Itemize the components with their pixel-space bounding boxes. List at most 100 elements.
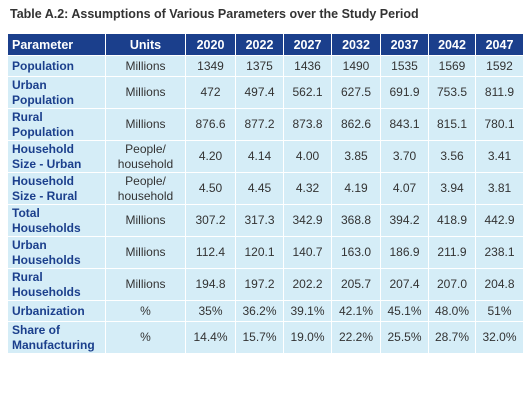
cell-2032: 42.1% <box>331 300 381 322</box>
table-row: Rural Population Millions 876.6 877.2 87… <box>7 108 524 141</box>
cell-2027: 202.2 <box>283 268 332 301</box>
cell-2037: 394.2 <box>380 204 429 237</box>
cell-2022: 4.45 <box>235 172 284 205</box>
cell-2022: 1375 <box>235 55 284 77</box>
table-row: Population Millions 1349 1375 1436 1490 … <box>7 55 524 77</box>
cell-2042: 48.0% <box>428 300 476 322</box>
cell-2020: 1349 <box>185 55 236 77</box>
cell-2042: 753.5 <box>428 76 476 109</box>
cell-2047: 238.1 <box>475 236 524 269</box>
cell-2020: 35% <box>185 300 236 322</box>
cell-2032: 368.8 <box>331 204 381 237</box>
cell-2022: 4.14 <box>235 140 284 173</box>
cell-2032: 205.7 <box>331 268 381 301</box>
cell-2047: 442.9 <box>475 204 524 237</box>
row-units: Millions <box>105 268 186 301</box>
cell-2037: 45.1% <box>380 300 429 322</box>
cell-2042: 211.9 <box>428 236 476 269</box>
cell-2020: 307.2 <box>185 204 236 237</box>
cell-2047: 3.81 <box>475 172 524 205</box>
cell-2032: 4.19 <box>331 172 381 205</box>
row-parameter: Urban Population <box>7 76 106 109</box>
cell-2037: 4.07 <box>380 172 429 205</box>
row-units: People/ household <box>105 172 186 205</box>
column-header-2022: 2022 <box>235 33 284 56</box>
cell-2027: 140.7 <box>283 236 332 269</box>
row-units: Millions <box>105 204 186 237</box>
cell-2020: 194.8 <box>185 268 236 301</box>
cell-2037: 1535 <box>380 55 429 77</box>
cell-2037: 186.9 <box>380 236 429 269</box>
cell-2047: 780.1 <box>475 108 524 141</box>
cell-2037: 691.9 <box>380 76 429 109</box>
column-header-units: Units <box>105 33 186 56</box>
cell-2022: 36.2% <box>235 300 284 322</box>
table-row: Urbanization % 35% 36.2% 39.1% 42.1% 45.… <box>7 300 524 322</box>
table-row: Share of Manufacturing % 14.4% 15.7% 19.… <box>7 321 524 354</box>
column-header-2032: 2032 <box>331 33 381 56</box>
row-parameter: Population <box>7 55 106 77</box>
cell-2020: 472 <box>185 76 236 109</box>
cell-2022: 497.4 <box>235 76 284 109</box>
cell-2042: 3.56 <box>428 140 476 173</box>
cell-2032: 3.85 <box>331 140 381 173</box>
column-header-2027: 2027 <box>283 33 332 56</box>
cell-2022: 877.2 <box>235 108 284 141</box>
cell-2042: 207.0 <box>428 268 476 301</box>
cell-2032: 627.5 <box>331 76 381 109</box>
cell-2042: 418.9 <box>428 204 476 237</box>
table-row: Total Households Millions 307.2 317.3 34… <box>7 204 524 237</box>
assumptions-table: Parameter Units 2020 2022 2027 2032 2037… <box>7 33 524 354</box>
row-parameter: Household Size - Rural <box>7 172 106 205</box>
row-parameter: Total Households <box>7 204 106 237</box>
cell-2032: 862.6 <box>331 108 381 141</box>
cell-2022: 15.7% <box>235 321 284 354</box>
column-header-2020: 2020 <box>185 33 236 56</box>
cell-2020: 112.4 <box>185 236 236 269</box>
row-units: People/ household <box>105 140 186 173</box>
row-units: % <box>105 300 186 322</box>
column-header-parameter: Parameter <box>7 33 106 56</box>
row-parameter: Rural Population <box>7 108 106 141</box>
cell-2027: 342.9 <box>283 204 332 237</box>
cell-2032: 163.0 <box>331 236 381 269</box>
cell-2027: 39.1% <box>283 300 332 322</box>
cell-2032: 1490 <box>331 55 381 77</box>
cell-2027: 4.00 <box>283 140 332 173</box>
row-units: Millions <box>105 236 186 269</box>
row-units: Millions <box>105 76 186 109</box>
cell-2020: 4.50 <box>185 172 236 205</box>
cell-2022: 317.3 <box>235 204 284 237</box>
cell-2027: 1436 <box>283 55 332 77</box>
cell-2042: 28.7% <box>428 321 476 354</box>
cell-2047: 32.0% <box>475 321 524 354</box>
row-units: Millions <box>105 55 186 77</box>
column-header-2047: 2047 <box>475 33 524 56</box>
cell-2047: 51% <box>475 300 524 322</box>
row-units: Millions <box>105 108 186 141</box>
row-parameter: Share of Manufacturing <box>7 321 106 354</box>
cell-2037: 207.4 <box>380 268 429 301</box>
table-title: Table A.2: Assumptions of Various Parame… <box>10 7 419 21</box>
row-parameter: Urbanization <box>7 300 106 322</box>
row-parameter: Rural Households <box>7 268 106 301</box>
table-row: Household Size - Urban People/ household… <box>7 140 524 173</box>
cell-2020: 14.4% <box>185 321 236 354</box>
cell-2037: 3.70 <box>380 140 429 173</box>
cell-2042: 3.94 <box>428 172 476 205</box>
row-units: % <box>105 321 186 354</box>
cell-2032: 22.2% <box>331 321 381 354</box>
table-row: Urban Population Millions 472 497.4 562.… <box>7 76 524 109</box>
cell-2037: 843.1 <box>380 108 429 141</box>
cell-2020: 876.6 <box>185 108 236 141</box>
cell-2047: 204.8 <box>475 268 524 301</box>
cell-2020: 4.20 <box>185 140 236 173</box>
table-row: Urban Households Millions 112.4 120.1 14… <box>7 236 524 269</box>
cell-2047: 1592 <box>475 55 524 77</box>
cell-2037: 25.5% <box>380 321 429 354</box>
column-header-2042: 2042 <box>428 33 476 56</box>
cell-2022: 120.1 <box>235 236 284 269</box>
cell-2027: 19.0% <box>283 321 332 354</box>
table-row: Household Size - Rural People/ household… <box>7 172 524 205</box>
header-row: Parameter Units 2020 2022 2027 2032 2037… <box>7 33 524 56</box>
